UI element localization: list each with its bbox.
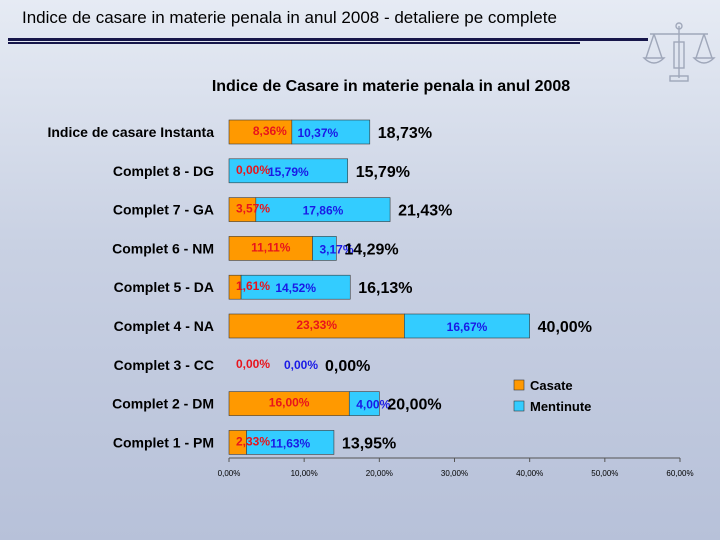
category-label: Complet 5 - DA <box>114 279 214 295</box>
bar-casate <box>228 236 313 261</box>
data-label-casate: 2,33% <box>236 434 270 448</box>
slide-title: Indice de casare in materie penala in an… <box>22 8 557 27</box>
total-label: 21,43% <box>398 203 452 220</box>
title-underline-secondary <box>8 42 580 44</box>
legend-label-casate: Casate <box>530 378 573 393</box>
data-label-mentinute: 3,17% <box>319 242 353 256</box>
legend-label-mentinute: Mentinute <box>530 399 591 414</box>
title-underline <box>8 38 648 41</box>
total-label: 14,29% <box>344 241 398 258</box>
bar-mentinute <box>291 119 371 145</box>
bar-mentinute <box>246 430 335 455</box>
data-label-mentinute: 11,63% <box>270 436 310 450</box>
data-label-mentinute: 0,00% <box>284 358 318 372</box>
bar-mentinute <box>312 236 337 261</box>
total-label: 16,13% <box>358 280 412 297</box>
data-label-mentinute: 17,86% <box>303 204 344 218</box>
legend-swatch-casate <box>513 379 525 391</box>
category-label: Complet 7 - GA <box>113 202 214 218</box>
bar-casate <box>228 119 293 145</box>
data-label-casate: 0,00% <box>236 357 270 371</box>
data-label-mentinute: 15,79% <box>268 165 309 179</box>
total-label: 0,00% <box>325 358 370 375</box>
category-label: Complet 6 - NM <box>112 240 214 256</box>
total-label: 40,00% <box>538 319 592 336</box>
category-label: Complet 8 - DG <box>113 163 214 179</box>
category-label: Complet 4 - NA <box>114 318 214 334</box>
total-label: 18,73% <box>378 125 432 142</box>
category-label: Complet 1 - PM <box>113 434 214 450</box>
bar-mentinute <box>228 158 348 184</box>
bar-mentinute <box>255 197 391 222</box>
data-label-mentinute: 10,37% <box>297 126 338 140</box>
bar-mentinute <box>404 313 530 339</box>
data-label-casate: 23,33% <box>296 318 337 332</box>
category-label: Complet 3 - CC <box>114 357 214 373</box>
bar-casate <box>228 197 257 222</box>
data-label-casate: 16,00% <box>269 396 310 410</box>
data-label-casate: 3,57% <box>236 202 270 216</box>
data-label-casate: 1,61% <box>236 279 270 293</box>
bar-casate <box>228 391 350 416</box>
total-label: 20,00% <box>387 397 441 414</box>
data-label-casate: 8,36% <box>253 124 287 138</box>
plot-area: Indice de casare Instanta 8,36% 10,37% 18,7… <box>47 119 694 478</box>
bar-casate <box>228 313 405 339</box>
chart-title: Indice de Casare in materie penala in an… <box>212 78 570 95</box>
x-tick-label: 60,00% <box>666 469 693 478</box>
bar-mentinute <box>348 391 380 416</box>
data-label-casate: 0,00% <box>236 163 270 177</box>
category-label: Indice de casare Instanta <box>47 124 214 140</box>
total-label: 13,95% <box>342 435 396 452</box>
x-tick-label: 40,00% <box>516 469 543 478</box>
data-label-mentinute: 14,52% <box>275 281 316 295</box>
data-label-casate: 11,11% <box>251 240 291 254</box>
x-tick-label: 0,00% <box>218 469 241 478</box>
x-tick-label: 30,00% <box>441 469 468 478</box>
legend-swatch-mentinute <box>513 400 525 412</box>
category-label: Complet 2 - DM <box>112 396 214 412</box>
x-tick-label: 10,00% <box>291 469 318 478</box>
x-tick-label: 20,00% <box>366 469 393 478</box>
total-label: 15,79% <box>356 164 410 181</box>
bar-mentinute <box>240 274 351 300</box>
data-label-mentinute: 4,00% <box>356 398 390 412</box>
data-label-mentinute: 16,67% <box>447 320 488 334</box>
legend: Casate Mentinute <box>513 378 591 414</box>
x-tick-label: 50,00% <box>591 469 618 478</box>
scales-of-justice-logo-icon <box>642 22 716 82</box>
